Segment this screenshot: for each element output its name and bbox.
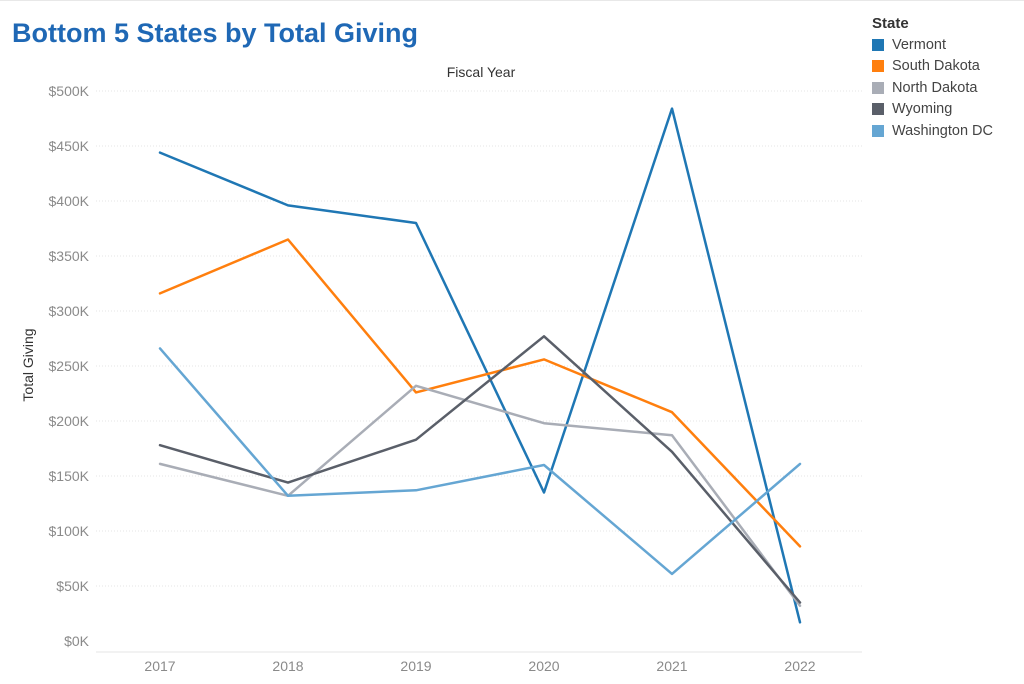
x-tick-label: 2022	[784, 658, 815, 674]
y-tick-label: $450K	[49, 138, 90, 154]
legend-swatch	[872, 103, 884, 116]
y-tick-label: $50K	[56, 578, 89, 594]
series-line-vermont	[158, 107, 802, 624]
legend-label: Vermont	[892, 36, 946, 53]
legend-label: North Dakota	[892, 79, 978, 96]
chart-title: Bottom 5 States by Total Giving	[12, 18, 419, 48]
legend: State Vermont South Dakota North Dakota Wyo…	[872, 14, 1022, 142]
series-line-wyoming	[158, 335, 802, 604]
legend-swatch	[872, 81, 884, 94]
y-tick-label: $200K	[49, 413, 90, 429]
y-tick-label: $0K	[64, 633, 90, 649]
x-tick-label: 2019	[400, 658, 431, 674]
y-axis-title: Total Giving	[20, 328, 36, 401]
y-tick-label: $150K	[49, 468, 90, 484]
series-line-washington-dc	[158, 347, 802, 576]
legend-label: South Dakota	[892, 58, 980, 75]
legend-item-wyoming[interactable]: Wyoming	[872, 99, 1022, 121]
x-tick-label: 2017	[144, 658, 175, 674]
x-tick-label: 2021	[656, 658, 687, 674]
y-tick-label: $300K	[49, 303, 90, 319]
legend-item-vermont[interactable]: Vermont	[872, 34, 1022, 56]
y-tick-label: $100K	[49, 523, 90, 539]
legend-swatch	[872, 38, 884, 51]
top-border	[0, 0, 1024, 1]
legend-item-south-dakota[interactable]: South Dakota	[872, 56, 1022, 78]
series-line-north-dakota	[158, 384, 802, 608]
x-tick-label: 2020	[528, 658, 559, 674]
legend-label: Washington DC	[892, 122, 994, 139]
legend-swatch	[872, 124, 884, 137]
y-tick-label: $350K	[49, 248, 90, 264]
y-tick-label: $400K	[49, 193, 90, 209]
y-tick-label: $250K	[49, 358, 90, 374]
legend-title: State	[872, 15, 909, 32]
legend-label: Wyoming	[892, 101, 953, 118]
legend-items: Vermont South Dakota North Dakota Wyoming Wa…	[872, 34, 1022, 142]
legend-swatch	[872, 60, 884, 73]
y-tick-label: $500K	[49, 83, 90, 99]
x-axis-title: Fiscal Year	[447, 64, 516, 80]
series-line-south-dakota	[158, 238, 802, 548]
x-tick-label: 2018	[272, 658, 303, 674]
legend-item-washington-dc[interactable]: Washington DC	[872, 120, 1022, 142]
legend-item-north-dakota[interactable]: North Dakota	[872, 77, 1022, 99]
